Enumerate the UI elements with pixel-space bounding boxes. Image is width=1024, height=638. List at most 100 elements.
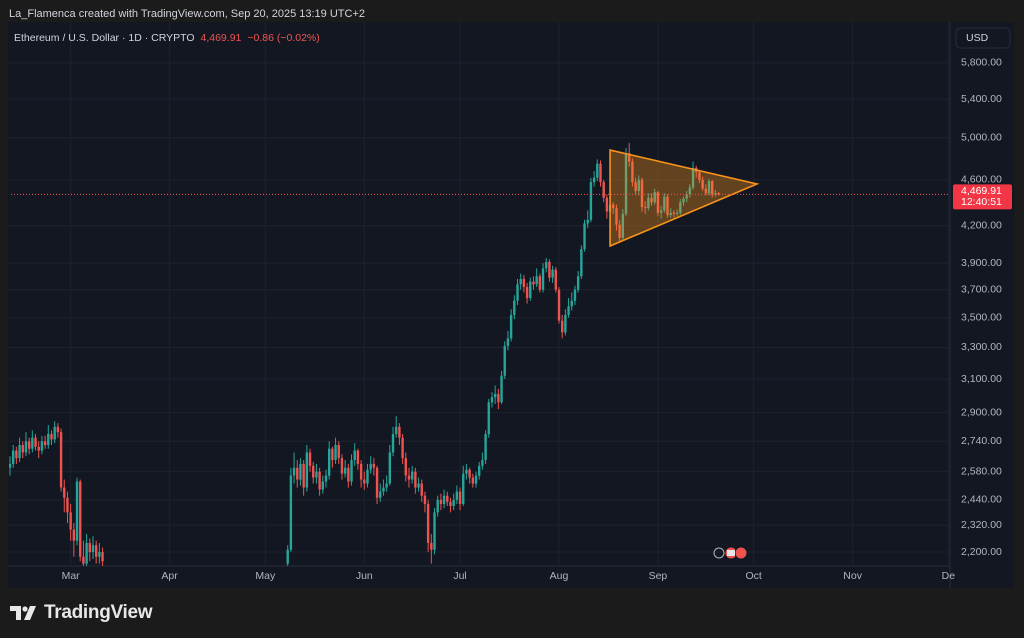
candle-body — [576, 276, 580, 290]
y-tick-label: 2,320.00 — [961, 519, 1002, 531]
candle-body — [474, 475, 478, 484]
candle-body — [366, 469, 369, 484]
x-tick-label: Nov — [843, 570, 862, 582]
candle-body — [640, 179, 644, 207]
candle-body — [420, 483, 423, 496]
candle-body — [506, 338, 510, 346]
candle-body — [532, 281, 535, 285]
currency-button[interactable] — [955, 27, 1011, 49]
candle-body — [637, 179, 640, 191]
candle-body — [618, 224, 621, 238]
candle-body — [382, 487, 385, 492]
event-icon[interactable] — [734, 546, 748, 560]
x-tick-label: Apr — [161, 570, 178, 582]
currency-label[interactable]: USD — [966, 32, 989, 44]
candle-body — [503, 345, 506, 376]
candle-body — [353, 450, 356, 461]
brand-name: TradingView — [44, 602, 153, 623]
chart: 5,800.00 5,400.00 5,000.00 4,600.00 4,200.00… — [8, 22, 1014, 588]
candle-body — [679, 202, 682, 213]
candle-body — [560, 320, 564, 333]
y-tick-label: 3,700.00 — [961, 284, 1002, 296]
candle-body — [289, 475, 293, 550]
chart-background — [8, 22, 1014, 588]
candle-body — [468, 469, 471, 478]
candle-body — [388, 452, 392, 484]
y-tick-label: 3,100.00 — [961, 373, 1002, 385]
candle-body — [286, 549, 289, 564]
candle-body — [66, 497, 69, 513]
last-price-badge — [953, 184, 1012, 210]
candle-body — [31, 437, 34, 449]
candle-body — [442, 495, 446, 504]
candle-body — [717, 193, 720, 195]
x-tick-label: Jul — [453, 570, 466, 582]
candle-body — [315, 471, 318, 478]
candle-body — [481, 460, 484, 466]
candle-body — [583, 223, 586, 250]
candle-body — [589, 182, 593, 220]
last-price: 4,469.91 — [201, 32, 242, 44]
candle-body — [375, 467, 379, 498]
candle-body — [522, 278, 526, 288]
candle-body — [478, 465, 481, 476]
candle-body — [580, 249, 583, 277]
candle-body — [426, 503, 430, 543]
candle-body — [698, 172, 701, 180]
candle-body — [9, 463, 12, 468]
y-tick-label: 2,200.00 — [961, 546, 1002, 558]
candle-body — [296, 467, 299, 480]
candle-body — [359, 463, 363, 480]
candle-body — [497, 393, 500, 403]
candle-body — [331, 448, 334, 461]
flag-icon — [727, 550, 735, 556]
candle-body — [423, 495, 427, 504]
candle-body — [53, 426, 56, 440]
candle-body — [701, 179, 704, 189]
y-tick-label: 3,300.00 — [961, 341, 1002, 353]
candle-body — [340, 458, 344, 474]
candle-body — [37, 446, 40, 451]
candle-body — [538, 276, 542, 290]
candle-body — [372, 463, 376, 468]
candle-body — [11, 450, 15, 464]
y-tick-label: 3,900.00 — [961, 257, 1002, 269]
price-change: −0.86 (−0.02%) — [247, 32, 319, 44]
candle-body — [653, 192, 656, 203]
candle-body — [34, 437, 37, 447]
candle-body — [554, 269, 558, 290]
candle-body — [656, 192, 660, 213]
y-tick-label: 4,600.00 — [961, 174, 1002, 186]
candle-body — [452, 499, 455, 507]
y-tick-label: 2,580.00 — [961, 465, 1002, 477]
candle-body — [350, 460, 353, 482]
candle-body — [439, 499, 443, 504]
candle-body — [82, 556, 85, 564]
candle-body — [471, 477, 475, 484]
candle-body — [299, 463, 302, 480]
candle-body — [605, 197, 609, 212]
candle-body — [602, 182, 605, 198]
candle-body — [612, 204, 615, 209]
candle-body — [430, 542, 433, 550]
candle-body — [548, 261, 551, 278]
candle-body — [615, 208, 618, 225]
candle-body — [650, 197, 653, 203]
y-tick-label: 4,200.00 — [961, 220, 1002, 232]
candle-body — [79, 481, 82, 557]
candle-body — [529, 281, 532, 298]
candle-body — [513, 300, 516, 315]
candle-body — [85, 542, 88, 564]
candle-body — [363, 479, 366, 484]
candle-body — [50, 433, 53, 440]
candle-body — [599, 163, 602, 183]
candle-body — [634, 182, 637, 191]
x-tick-label: Sep — [649, 570, 668, 582]
candle-body — [458, 491, 462, 504]
candle-body — [675, 212, 679, 214]
candle-body — [704, 188, 708, 194]
candle-body — [672, 212, 676, 214]
x-tick-label: Jun — [356, 570, 373, 582]
event-icon[interactable] — [713, 547, 725, 559]
candle-body — [707, 180, 711, 194]
